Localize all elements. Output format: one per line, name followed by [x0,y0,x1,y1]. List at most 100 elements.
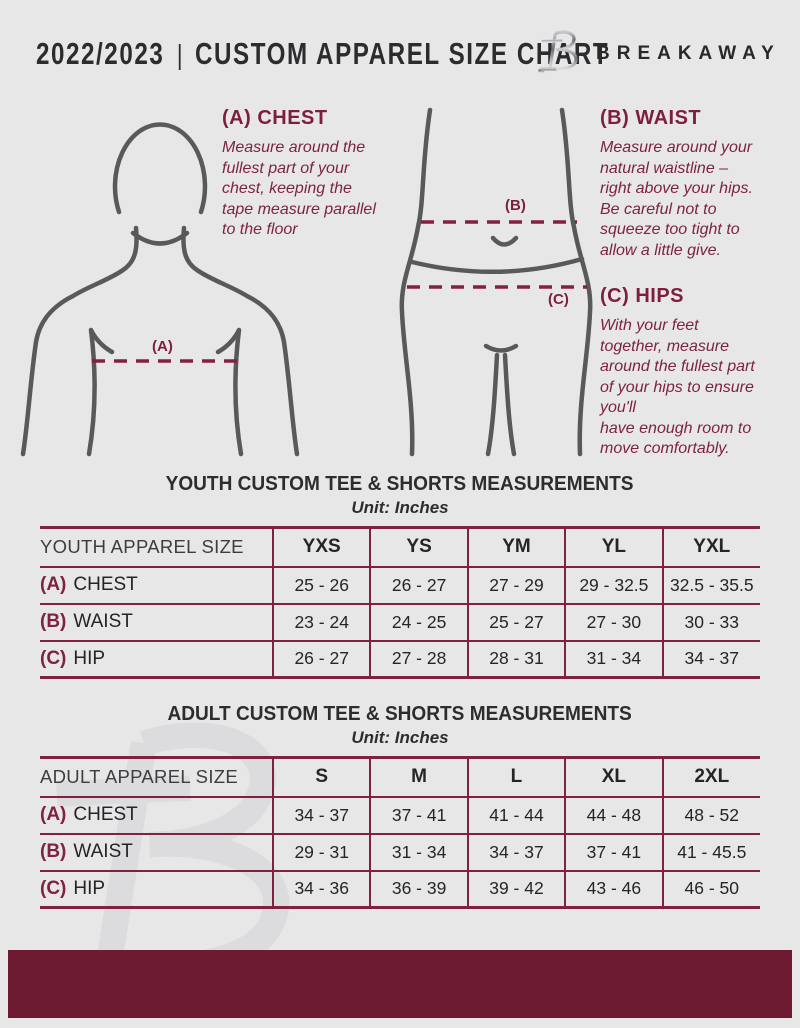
row-name: HIP [73,647,106,669]
brand: BREAKAWAY [536,26,781,76]
cell-value: 34 - 37 [661,640,760,678]
left-inner-leg [485,352,500,457]
adult-size-table: ADULT APPAREL SIZE S M L XL 2XL (A) CHEST… [40,756,760,909]
left-inner-arm [86,327,115,457]
row-key: (B) [40,611,67,632]
row-name: WAIST [73,611,133,632]
cell-value: 29 - 31 [271,833,371,871]
cell-value: 23 - 24 [271,603,371,641]
cell-value: 26 - 27 [271,640,371,678]
row-label: (C) HIP [40,871,273,908]
cell-value: 26 - 27 [369,566,468,604]
cell-value: 31 - 34 [564,640,663,678]
row-label: (A) CHEST [40,797,273,834]
title-separator: | [176,39,183,70]
row-name: WAIST [73,841,133,862]
right-inner-leg [502,352,517,457]
column-header-yxs: YXS [271,527,371,567]
cell-value: 27 - 28 [369,640,468,678]
adult-table-title: ADULT CUSTOM TEE & SHORTS MEASUREMENTS [167,702,633,725]
row-key: (A) [40,804,67,825]
youth-waist-row: (B) WAIST 23 - 24 24 - 25 25 - 27 27 - 30… [40,603,760,641]
left-neck-shoulder-arm [20,225,139,457]
navel [490,235,519,247]
breakaway-logo-icon [538,30,578,75]
chin-line [130,230,190,246]
adult-waist-row: (B) WAIST 29 - 31 31 - 34 34 - 37 37 - 41… [40,833,760,871]
column-header-ys: YS [369,527,468,567]
chest-marker-label: (A) [152,338,173,355]
youth-hip-row: (C) HIP 26 - 27 27 - 28 28 - 31 31 - 34 3… [40,640,760,678]
column-header-yxl: YXL [661,527,760,567]
row-label: (A) CHEST [40,567,273,604]
cell-value: 48 - 52 [661,796,760,834]
youth-size-table: YOUTH APPAREL SIZE YXS YS YM YL YXL (A) C… [40,526,760,679]
column-header-s: S [271,757,371,797]
brand-name: BREAKAWAY [596,43,781,64]
head-outline [112,122,208,215]
chest-description: Measure around the fullest part of your … [222,139,376,238]
youth-header-row: YOUTH APPAREL SIZE YXS YS YM YL YXL [40,527,760,567]
cell-value: 24 - 25 [369,603,468,641]
hip-marker-label: (C) [548,291,569,308]
adult-size-label: ADULT APPAREL SIZE [40,766,239,788]
cell-value: 46 - 50 [661,870,760,908]
adult-hip-row: (C) HIP 34 - 36 36 - 39 39 - 42 43 - 46 4… [40,870,760,908]
right-neck-shoulder-arm [181,225,300,457]
cell-value: 41 - 45.5 [661,833,760,871]
footer-bar [8,950,792,1018]
chest-heading: (A) CHEST [222,107,328,129]
row-label: (B) WAIST [40,604,273,641]
youth-table-title: YOUTH CUSTOM TEE & SHORTS MEASUREMENTS [166,472,634,495]
waist-heading: (B) WAIST [600,107,702,129]
youth-size-label: YOUTH APPAREL SIZE [40,536,244,558]
cell-value: 31 - 34 [369,833,468,871]
column-header-m: M [369,757,468,797]
adult-header-row: ADULT APPAREL SIZE S M L XL 2XL [40,757,760,797]
column-header-yl: YL [564,527,663,567]
title-text: CUSTOM APPAREL SIZE CHART [194,36,610,71]
cell-value: 30 - 33 [661,603,760,641]
upper-body-figure [20,122,300,457]
left-side-outline [399,107,433,457]
row-key: (C) [40,647,67,669]
right-inner-arm [215,327,244,457]
row-label: (C) HIP [40,641,273,678]
row-name: HIP [73,877,106,899]
row-key: (C) [40,877,67,899]
crotch-line [483,343,519,353]
cell-value: 43 - 46 [564,870,663,908]
cell-value: 37 - 41 [564,833,663,871]
right-side-outline [559,107,593,457]
cell-value: 28 - 31 [466,640,566,678]
column-header-ym: YM [466,527,566,567]
cell-value: 27 - 30 [564,603,663,641]
youth-table-unit: Unit: Inches [351,498,449,517]
row-label: (B) WAIST [40,834,273,871]
cell-value: 41 - 44 [466,796,566,834]
column-header-2xl: 2XL [661,757,760,797]
adult-chest-row: (A) CHEST 34 - 37 37 - 41 41 - 44 44 - 48… [40,796,760,834]
row-key: (A) [40,574,67,595]
cell-value: 34 - 37 [271,796,371,834]
cell-value: 36 - 39 [369,870,468,908]
cell-value: 32.5 - 35.5 [661,566,760,604]
row-name: CHEST [73,804,138,825]
cell-value: 37 - 41 [369,796,468,834]
cell-value: 44 - 48 [564,796,663,834]
cell-value: 25 - 27 [466,603,566,641]
youth-chest-row: (A) CHEST 25 - 26 26 - 27 27 - 29 29 - 32… [40,566,760,604]
title-year: 2022/2023 [36,36,165,71]
cell-value: 27 - 29 [466,566,566,604]
column-header-xl: XL [564,757,663,797]
row-key: (B) [40,841,67,862]
row-name: CHEST [73,574,138,595]
cell-value: 34 - 37 [466,833,566,871]
cell-value: 29 - 32.5 [564,566,663,604]
cell-value: 25 - 26 [271,566,371,604]
column-header-l: L [466,757,566,797]
cell-value: 34 - 36 [271,870,371,908]
waist-marker-label: (B) [505,197,526,214]
hips-heading: (C) HIPS [600,285,684,307]
